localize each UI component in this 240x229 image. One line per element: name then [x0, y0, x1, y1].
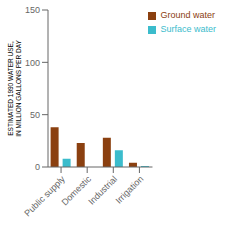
svg-text:Irrigation: Irrigation: [114, 174, 146, 206]
svg-text:ESTIMATED 1990 WATER USE,: ESTIMATED 1990 WATER USE,: [7, 41, 14, 136]
html-text:Ground water: Ground water: [160, 10, 215, 20]
svg-text:150: 150: [25, 5, 40, 15]
html-text:Surface water: Surface water: [160, 24, 216, 34]
svg-text:100: 100: [25, 58, 40, 68]
svg-text:Industrial: Industrial: [86, 174, 119, 207]
svg-text:Public supply: Public supply: [22, 174, 67, 219]
svg-text:Domestic: Domestic: [59, 173, 94, 208]
svg-text:IN MILLION GALLONS PER DAY: IN MILLION GALLONS PER DAY: [15, 39, 22, 136]
svg-text:50: 50: [30, 110, 40, 120]
svg-text:0: 0: [35, 162, 40, 172]
